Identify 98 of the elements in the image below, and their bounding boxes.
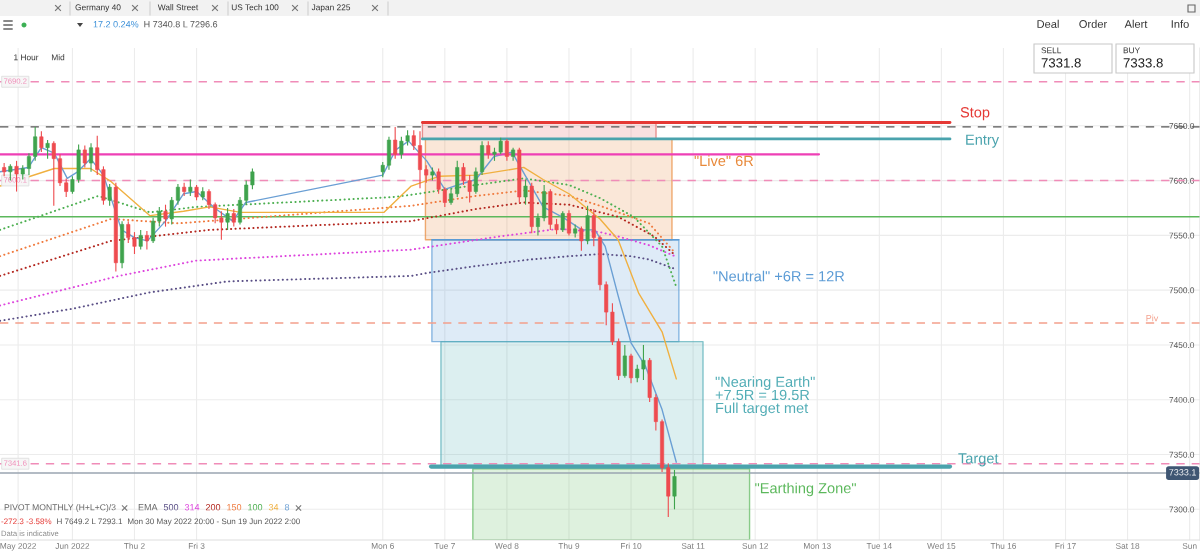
legend-label: "Live" 6R — [694, 155, 754, 167]
candlestick — [45, 139, 50, 160]
candlestick — [206, 188, 211, 210]
x-tick-label: Tue 7 — [434, 543, 455, 549]
candlestick — [175, 183, 180, 206]
x-tick-label: Sat 18 — [1115, 543, 1140, 549]
line-series — [0, 201, 676, 277]
y-tick-label: 7300.0 — [1169, 506, 1195, 513]
y-tick-label: 7550.0 — [1169, 232, 1195, 239]
candlestick — [504, 138, 509, 162]
candlestick — [138, 229, 143, 251]
series-label: Stop — [960, 107, 990, 121]
x-tick-label: Mon 13 — [804, 543, 831, 549]
x-tick-label: Fri 3 — [188, 542, 205, 549]
candlestick — [473, 166, 478, 195]
candlestick — [89, 142, 94, 173]
candlestick — [238, 196, 242, 225]
x-tick-label: Sun 12 — [742, 543, 768, 549]
candlestick — [535, 212, 540, 236]
candlestick — [672, 469, 677, 510]
line-series — [0, 166, 677, 380]
text: 17.2 0.24% — [93, 21, 139, 28]
candlestick — [151, 217, 156, 244]
candlestick — [591, 208, 596, 247]
text: 100 — [248, 504, 263, 511]
candlestick — [51, 140, 56, 207]
candlestick — [411, 129, 416, 151]
annotation: 1 Hour — [14, 54, 39, 61]
candlestick — [622, 344, 627, 379]
candlestick — [157, 206, 162, 228]
x-tick-label: Wed 8 — [494, 542, 519, 549]
x-tick-label: Thu 2 — [124, 542, 145, 549]
candlestick — [33, 126, 38, 162]
annotation: 7333.8 — [1123, 58, 1163, 68]
y-tick-label: 7450.0 — [1169, 342, 1195, 349]
candlestick — [560, 210, 565, 233]
text: Japan 225 — [311, 4, 351, 12]
y-tick-label: 7500.0 — [1169, 287, 1195, 294]
text: 150 — [227, 504, 242, 511]
series-label: Target — [958, 453, 999, 467]
annotation: -272.3 -3.58% — [1, 518, 52, 525]
text: Wall Street — [157, 4, 199, 11]
text: 314 — [184, 504, 200, 511]
ref-line-label: 7333.1 — [1169, 469, 1196, 476]
candlestick — [26, 152, 31, 176]
x-tick-label: Jun 2022 — [55, 543, 90, 549]
text: 34 — [268, 504, 279, 511]
annotation: Mid — [51, 54, 65, 61]
x-tick-label: Fri 10 — [621, 542, 642, 549]
candlestick — [523, 178, 528, 206]
x-tick-label: Wed 15 — [927, 542, 956, 549]
candlestick — [39, 130, 44, 153]
candlestick — [107, 183, 112, 207]
candlestick — [82, 144, 87, 168]
y-tick-label: 7350.0 — [1169, 451, 1195, 458]
text: "Neutral" +6R = 12R — [713, 270, 845, 282]
y-tick-label: 7600.0 — [1169, 177, 1195, 184]
annotation: SELL — [1041, 47, 1062, 54]
candlestick — [2, 162, 7, 177]
text: H 7340.8 L 7296.6 — [144, 21, 218, 28]
candlestick — [629, 353, 634, 384]
annotation: H 7649.2 L 7293.1 — [57, 518, 123, 525]
legend-label: "Nearing Earth" +7.5R = 19.5R Full target met — [715, 376, 815, 417]
candlestick — [64, 177, 69, 198]
annotation: 7331.8 — [1041, 58, 1081, 68]
x-tick-label: Thu 16 — [990, 542, 1017, 549]
x-tick-label: May 2022 — [0, 543, 36, 551]
legend-label: "Earthing Zone" — [755, 482, 856, 497]
candlestick — [182, 182, 187, 197]
candlestick — [566, 209, 571, 236]
text: Info — [1171, 19, 1189, 28]
candlestick — [144, 230, 149, 251]
x-tick-label: Mon 6 — [371, 543, 394, 549]
text: 200 — [205, 504, 221, 511]
text: Deal — [1037, 19, 1059, 28]
legend-title: EMA — [138, 504, 158, 511]
text: 500 — [163, 504, 179, 511]
text: Germany 40 — [75, 4, 121, 12]
x-tick-label: Sun — [1182, 543, 1197, 549]
text: Order — [1079, 19, 1108, 28]
x-tick-label: Thu 9 — [558, 542, 580, 549]
text: 8 — [284, 504, 290, 511]
annotation: Mon 30 May 2022 20:00 - Sun 19 Jun 2022 2:00 — [128, 518, 300, 526]
x-tick-label: Fri 17 — [1055, 542, 1076, 549]
annotation: PIVOT MONTHLY (H+L+C)/3 — [4, 503, 116, 513]
text: US Tech 100 — [231, 4, 279, 11]
series-label: Entry — [966, 134, 1000, 148]
candlestick — [579, 226, 584, 252]
candlestick — [163, 204, 168, 228]
text: Alert — [1124, 19, 1148, 28]
annotation: BUY — [1123, 47, 1140, 54]
x-tick-label: Tue 14 — [866, 543, 892, 549]
candlestick — [169, 196, 174, 225]
y-tick-label: 7400.0 — [1169, 396, 1195, 403]
ref-line-label: Piv — [1146, 314, 1159, 322]
candlestick — [225, 207, 230, 231]
candlestick — [393, 126, 398, 160]
x-tick-label: Sat 11 — [681, 543, 705, 549]
